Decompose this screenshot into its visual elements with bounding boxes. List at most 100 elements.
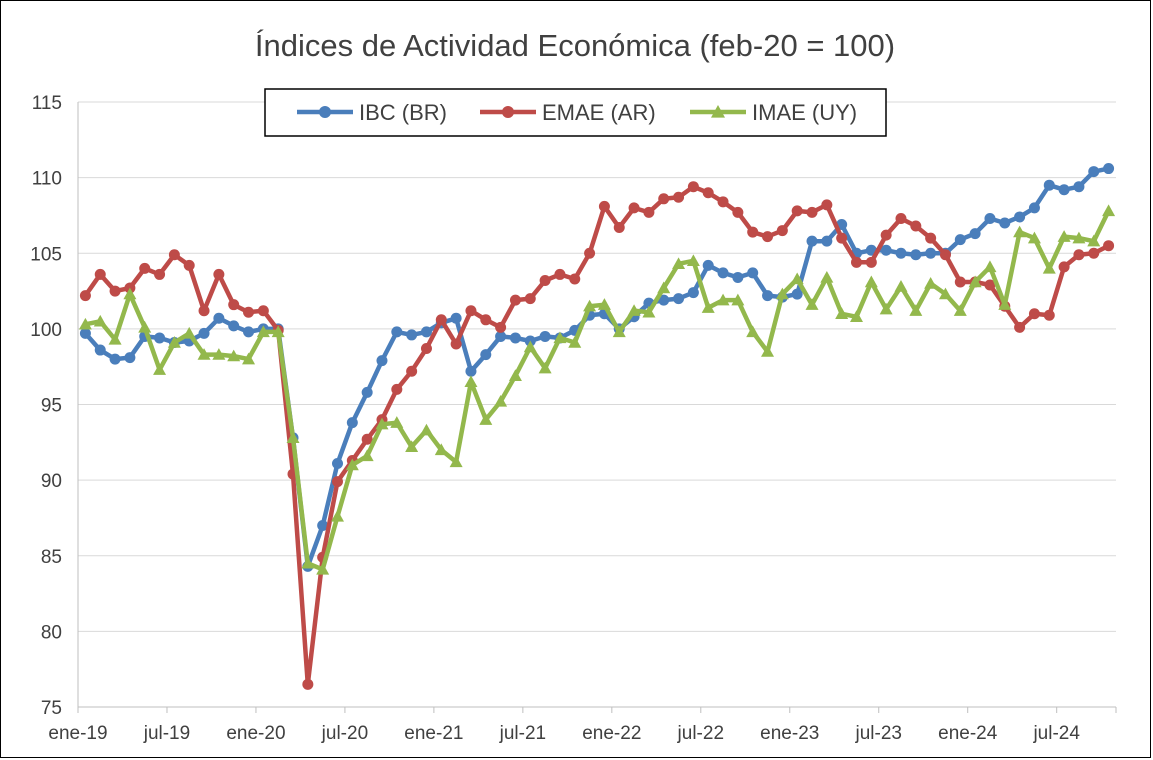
data-point	[302, 678, 314, 690]
data-point	[79, 290, 91, 302]
data-point	[717, 267, 729, 279]
data-point	[346, 417, 358, 429]
data-point	[776, 225, 788, 237]
data-point	[925, 247, 937, 259]
data-point	[228, 320, 240, 332]
data-point	[673, 293, 685, 305]
data-point	[1103, 240, 1115, 252]
data-point	[999, 217, 1011, 229]
y-tick-label: 85	[41, 547, 62, 568]
data-point	[628, 202, 640, 214]
data-point	[583, 299, 597, 312]
data-point	[925, 232, 937, 244]
data-point	[242, 352, 256, 365]
legend-box	[264, 88, 887, 137]
data-point	[864, 275, 878, 288]
data-point	[851, 256, 862, 268]
series-2	[78, 204, 1116, 575]
data-point	[391, 326, 403, 338]
data-point	[138, 320, 152, 333]
data-point	[227, 349, 241, 362]
data-point	[316, 562, 330, 575]
data-point	[154, 332, 166, 344]
data-point	[435, 314, 447, 326]
y-tick-label: 75	[41, 698, 62, 719]
data-point	[406, 365, 418, 377]
data-point	[924, 277, 938, 289]
data-point	[1072, 231, 1086, 244]
data-point	[1058, 261, 1070, 273]
x-tick-label: jul-19	[143, 723, 190, 744]
data-point	[271, 325, 285, 338]
data-point	[197, 348, 211, 360]
data-point	[1103, 163, 1115, 175]
data-point	[910, 249, 922, 261]
data-point	[1057, 230, 1071, 242]
data-point	[257, 305, 269, 317]
data-point	[168, 249, 180, 261]
data-point	[286, 431, 300, 443]
data-point	[182, 326, 196, 339]
data-point	[109, 285, 121, 297]
data-point	[139, 262, 151, 274]
data-point	[658, 193, 670, 205]
data-point	[598, 200, 610, 212]
legend-item-1: EMAE (AR)	[480, 100, 656, 125]
data-point	[1043, 179, 1055, 191]
data-point	[1088, 247, 1100, 259]
data-point	[953, 304, 967, 316]
data-point	[243, 306, 255, 318]
x-tick-label: ene-20	[226, 723, 285, 744]
x-tick-label: jul-21	[499, 723, 546, 744]
data-point	[969, 228, 981, 240]
data-point	[894, 280, 908, 292]
data-point	[212, 348, 226, 360]
y-tick-label: 115	[32, 93, 62, 114]
data-point	[480, 349, 492, 361]
data-point	[761, 345, 775, 357]
data-point	[762, 231, 774, 243]
data-point	[538, 361, 552, 374]
data-point	[93, 314, 107, 327]
data-point	[153, 363, 167, 375]
data-point	[1073, 249, 1085, 261]
series-layer	[78, 163, 1116, 690]
data-point	[658, 294, 670, 306]
data-point	[717, 196, 729, 208]
data-point	[895, 212, 907, 224]
data-point	[805, 298, 819, 310]
data-point	[94, 344, 106, 356]
data-point	[124, 352, 136, 364]
data-point	[643, 206, 655, 218]
data-point	[880, 244, 892, 256]
data-point	[1028, 202, 1040, 214]
data-point	[1073, 181, 1085, 193]
data-point	[79, 327, 91, 339]
data-point	[984, 212, 996, 224]
data-point	[213, 268, 225, 280]
data-point	[1028, 308, 1040, 320]
data-point	[747, 226, 759, 238]
data-point	[1014, 211, 1026, 223]
data-point	[968, 275, 982, 288]
data-point	[746, 325, 760, 338]
data-point	[791, 288, 803, 300]
data-point	[998, 298, 1012, 310]
data-point	[984, 279, 996, 291]
data-point	[702, 259, 714, 271]
data-point	[509, 332, 521, 344]
data-point	[450, 338, 462, 350]
data-point	[806, 206, 818, 218]
legend: IBC (BR) EMAE (AR) IMAE (UY)	[264, 88, 887, 137]
data-point	[375, 417, 389, 430]
data-point	[954, 234, 966, 246]
legend-label: EMAE (AR)	[542, 100, 656, 125]
legend-swatch-marker	[711, 105, 725, 118]
data-point	[880, 229, 892, 241]
data-point	[983, 260, 997, 273]
data-point	[198, 305, 210, 317]
data-point	[895, 247, 907, 259]
data-point	[821, 199, 833, 211]
data-point	[419, 423, 433, 436]
y-tick-label: 90	[41, 471, 62, 492]
